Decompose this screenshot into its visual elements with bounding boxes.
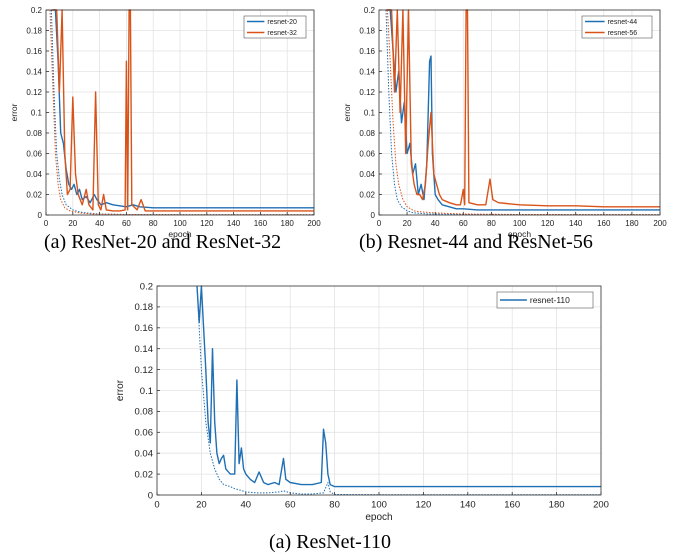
x-tick-label: 80 <box>329 500 340 511</box>
x-tick-label: 180 <box>281 219 295 228</box>
x-tick-label: 60 <box>285 500 296 511</box>
x-tick-label: 40 <box>241 500 252 511</box>
y-tick-label: 0.08 <box>135 407 154 418</box>
x-tick-label: 20 <box>196 500 207 511</box>
y-tick-label: 0 <box>148 490 153 501</box>
x-tick-label: 100 <box>371 500 387 511</box>
x-tick-label: 200 <box>307 219 321 228</box>
legend: resnet-110 <box>496 291 594 309</box>
y-tick-label: 0.02 <box>26 190 42 199</box>
legend-label: resnet-32 <box>267 30 297 37</box>
x-tick-label: 60 <box>459 219 468 228</box>
y-tick-label: 0.02 <box>135 469 154 480</box>
y-tick-label: 0.06 <box>135 428 154 439</box>
y-tick-label: 0.04 <box>359 170 375 179</box>
x-tick-label: 120 <box>415 500 431 511</box>
legend-box <box>496 291 594 309</box>
y-tick-label: 0.04 <box>135 449 154 460</box>
chart-a: 0 20 40 60 80 100 120 140 160 180 200 0 0.02 0.04 0.06… <box>9 6 321 239</box>
caption-a: (a) ResNet-20 and ResNet-32 <box>44 231 282 253</box>
x-tick-label: 60 <box>122 219 131 228</box>
x-tick-label: 40 <box>431 219 440 228</box>
x-tick-label: 140 <box>460 500 476 511</box>
y-tick-label: 0.12 <box>135 365 154 376</box>
x-tick-label: 120 <box>541 219 555 228</box>
caption-c: (a) ResNet-110 <box>269 531 391 553</box>
y-tick-label: 0.14 <box>135 344 154 355</box>
y-tick-label: 0.04 <box>26 170 42 179</box>
y-tick-label: 0.08 <box>359 129 375 138</box>
y-tick-label: 0.18 <box>135 302 154 313</box>
x-tick-label: 0 <box>44 219 49 228</box>
series-line-resnet-32 <box>51 9 314 212</box>
y-tick-label: 0.2 <box>140 281 153 292</box>
x-axis-label: epoch <box>508 229 531 239</box>
y-tick-label: 0.02 <box>359 190 375 199</box>
x-tick-label: 40 <box>95 219 104 228</box>
x-tick-label: 140 <box>227 219 241 228</box>
series-line-dotted-1 <box>196 285 601 495</box>
x-tick-label: 200 <box>653 219 667 228</box>
y-tick-label: 0.18 <box>26 26 42 35</box>
y-tick-label: 0.18 <box>359 26 375 35</box>
series-line-resnet-110 <box>196 285 601 488</box>
chart-b: 0 20 40 60 80 100 120 140 160 180 200 0 0.02 0.04 0.06… <box>342 6 667 239</box>
y-tick-label: 0.14 <box>26 67 42 76</box>
x-tick-label: 200 <box>593 500 609 511</box>
y-tick-label: 0.08 <box>26 129 42 138</box>
x-tick-label: 0 <box>377 219 382 228</box>
y-axis-label: error <box>9 103 19 121</box>
series-line-resnet-44 <box>387 9 660 211</box>
y-tick-label: 0.1 <box>364 108 376 117</box>
legend-label: resnet-44 <box>608 19 638 26</box>
y-tick-label: 0.16 <box>359 47 375 56</box>
x-tick-label: 100 <box>173 219 187 228</box>
legend-label: resnet-56 <box>608 30 638 37</box>
x-tick-label: 160 <box>504 500 520 511</box>
y-tick-label: 0.14 <box>359 67 375 76</box>
y-tick-label: 0.16 <box>26 47 42 56</box>
x-tick-label: 160 <box>254 219 268 228</box>
legend-label: resnet-20 <box>267 19 297 26</box>
x-tick-label: 160 <box>597 219 611 228</box>
y-axis-label: error <box>115 379 126 401</box>
y-tick-label: 0 <box>38 211 43 220</box>
y-tick-label: 0 <box>371 211 376 220</box>
x-tick-label: 80 <box>149 219 158 228</box>
series-line-dotted-2 <box>385 9 660 215</box>
y-tick-label: 0.12 <box>359 88 375 97</box>
y-axis-label: error <box>342 103 352 121</box>
x-tick-label: 20 <box>68 219 77 228</box>
ticks: 0 20 40 60 80 100 120 140 160 180 200 0 0.02 0.04 0.06… <box>135 281 609 510</box>
y-tick-label: 0.06 <box>26 149 42 158</box>
legend-label: resnet-110 <box>530 295 570 305</box>
x-axis-label: epoch <box>365 512 392 523</box>
series-line-resnet-56 <box>386 9 660 208</box>
y-tick-label: 0.1 <box>140 386 153 397</box>
x-tick-label: 80 <box>487 219 496 228</box>
x-tick-label: 180 <box>549 500 565 511</box>
x-tick-label: 0 <box>154 500 159 511</box>
legend: resnet-44 resnet-56 <box>581 15 653 39</box>
y-tick-label: 0.2 <box>364 6 376 15</box>
ticks: 0 20 40 60 80 100 120 140 160 180 200 0 0.02 0.04 0.06… <box>26 6 321 228</box>
series-group <box>196 285 601 495</box>
caption-b: (b) Resnet-44 and ResNet-56 <box>359 231 593 253</box>
series-line-dotted-3 <box>49 9 314 215</box>
y-tick-label: 0.2 <box>31 6 43 15</box>
y-tick-label: 0.06 <box>359 149 375 158</box>
x-tick-label: 100 <box>513 219 527 228</box>
x-tick-label: 120 <box>200 219 214 228</box>
x-tick-label: 140 <box>569 219 583 228</box>
x-tick-label: 20 <box>403 219 412 228</box>
x-tick-label: 180 <box>625 219 639 228</box>
y-tick-label: 0.12 <box>26 88 42 97</box>
ticks: 0 20 40 60 80 100 120 140 160 180 200 0 0.02 0.04 0.06… <box>359 6 667 228</box>
y-tick-label: 0.16 <box>135 323 154 334</box>
y-tick-label: 0.1 <box>31 108 43 117</box>
legend: resnet-20 resnet-32 <box>243 15 307 39</box>
x-axis-label: epoch <box>168 229 191 239</box>
chart-c: 0 20 40 60 80 100 120 140 160 180 200 0 0.02 0.04 0.06… <box>115 281 609 523</box>
